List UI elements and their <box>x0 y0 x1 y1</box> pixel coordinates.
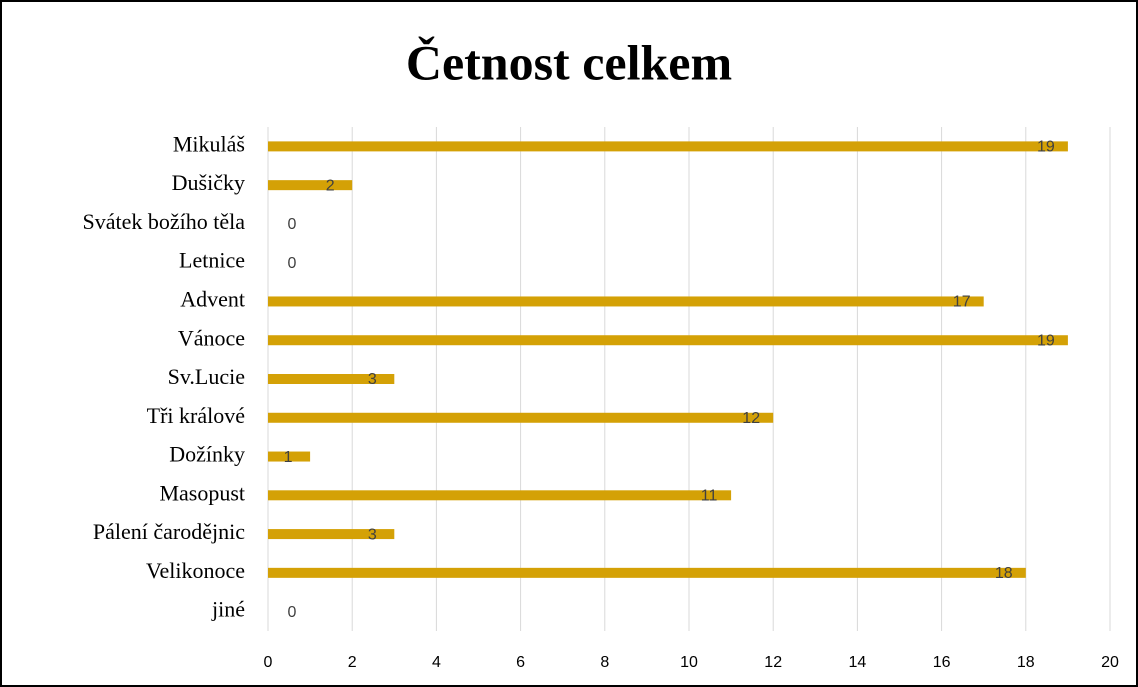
x-tick-label: 10 <box>680 654 698 671</box>
data-label: 0 <box>288 604 297 621</box>
data-label: 11 <box>701 488 718 505</box>
y-tick-label: Dušičky <box>172 170 245 195</box>
x-tick-label: 18 <box>1017 654 1035 671</box>
data-label: 19 <box>1037 332 1055 349</box>
data-label: 18 <box>995 565 1013 582</box>
bar <box>268 412 774 423</box>
data-label: 19 <box>1037 139 1055 156</box>
y-tick-label: Mikuláš <box>173 131 245 156</box>
bar <box>268 451 311 462</box>
x-tick-label: 0 <box>264 654 273 671</box>
y-tick-label: Tři králové <box>147 403 245 428</box>
y-tick-label: Vánoce <box>178 325 245 350</box>
data-label: 0 <box>288 255 297 272</box>
y-tick-label: jiné <box>211 597 245 622</box>
y-tick-label: Advent <box>180 287 245 312</box>
bar <box>268 180 353 191</box>
x-tick-label: 6 <box>516 654 525 671</box>
bar <box>268 141 1068 152</box>
bar <box>268 490 732 501</box>
y-tick-label: Pálení čarodějnic <box>93 519 245 544</box>
bar <box>268 335 1068 346</box>
y-tick-label: Masopust <box>159 480 245 505</box>
x-tick-label: 16 <box>933 654 951 671</box>
data-label: 3 <box>368 526 377 543</box>
data-label: 12 <box>742 410 760 427</box>
bar <box>268 296 984 307</box>
data-label: 3 <box>368 371 377 388</box>
y-tick-label: Dožínky <box>169 442 245 467</box>
data-label: 1 <box>284 449 293 466</box>
bar <box>268 567 1026 578</box>
data-label: 0 <box>288 216 297 233</box>
x-tick-label: 8 <box>600 654 609 671</box>
chart-title: Četnost celkem <box>406 34 732 90</box>
y-tick-label: Letnice <box>179 248 245 273</box>
x-tick-label: 14 <box>849 654 867 671</box>
x-tick-label: 20 <box>1101 654 1119 671</box>
x-tick-label: 4 <box>432 654 441 671</box>
data-label: 2 <box>326 177 335 194</box>
bar <box>268 529 395 540</box>
bar <box>268 374 395 384</box>
y-tick-label: Sv.Lucie <box>168 364 245 389</box>
x-tick-label: 2 <box>348 654 357 671</box>
data-label: 17 <box>953 294 971 311</box>
y-tick-label: Svátek božího těla <box>82 209 245 234</box>
x-tick-label: 12 <box>764 654 782 671</box>
y-tick-label: Velikonoce <box>146 558 245 583</box>
